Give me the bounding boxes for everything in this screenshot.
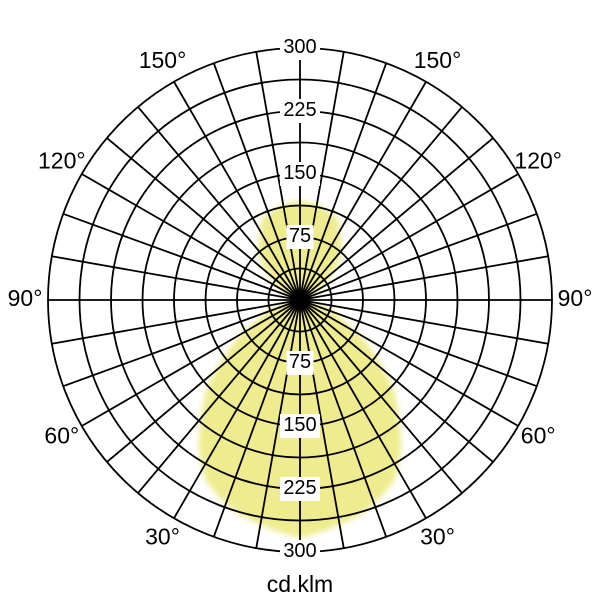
svg-text:75: 75 — [289, 351, 311, 373]
svg-text:60°: 60° — [521, 423, 556, 449]
svg-text:60°: 60° — [44, 423, 79, 449]
svg-text:75: 75 — [289, 225, 311, 247]
svg-text:120°: 120° — [38, 148, 86, 174]
svg-text:150: 150 — [283, 414, 316, 436]
svg-text:90°: 90° — [8, 285, 43, 311]
svg-text:cd.klm: cd.klm — [267, 571, 333, 597]
svg-text:150: 150 — [283, 162, 316, 184]
svg-text:150°: 150° — [139, 47, 187, 73]
svg-text:120°: 120° — [514, 148, 562, 174]
svg-text:300: 300 — [283, 36, 316, 58]
svg-text:225: 225 — [283, 99, 316, 121]
svg-text:90°: 90° — [558, 285, 593, 311]
svg-text:300: 300 — [283, 540, 316, 562]
svg-text:30°: 30° — [420, 523, 455, 549]
svg-text:150°: 150° — [414, 47, 462, 73]
svg-text:30°: 30° — [145, 523, 180, 549]
svg-text:225: 225 — [283, 477, 316, 499]
